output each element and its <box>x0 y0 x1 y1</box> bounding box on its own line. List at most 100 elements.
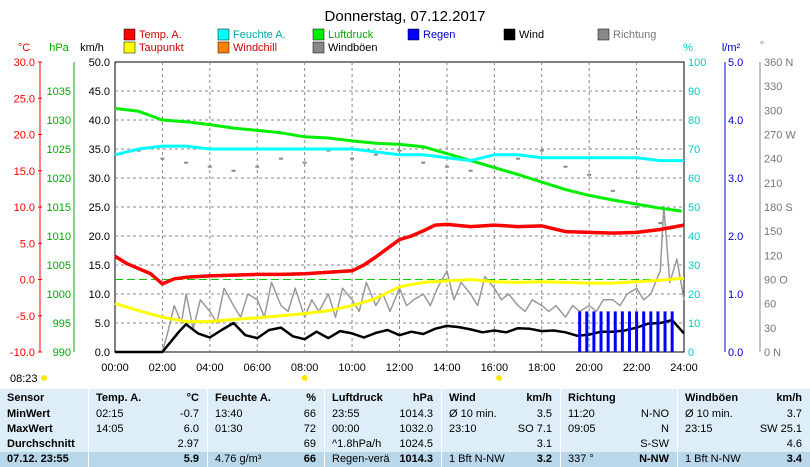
stats-cell-value: 1014.3 <box>399 408 433 420</box>
tick-dir-1: 330 <box>764 81 782 93</box>
stats-cell-sub: Regen-verä <box>332 453 390 465</box>
tick-temp-0: 30.0 <box>14 57 35 69</box>
axis-unit-dir: ° <box>760 40 764 52</box>
sunset-marker <box>496 375 503 381</box>
dir-point-20 <box>610 189 615 192</box>
tick-x-0: 00:00 <box>101 362 129 374</box>
tick-hpa-4: 1015 <box>47 202 71 214</box>
tick-dir-0: 360 N <box>764 57 793 69</box>
tick-dir-10: 60 <box>764 299 776 311</box>
tick-rain-1: 4.0 <box>728 115 743 127</box>
tick-dir-2: 300 <box>764 105 782 117</box>
axis-unit-hpa: hPa <box>49 42 69 54</box>
stats-sensor-label: MaxWert <box>7 423 53 435</box>
tick-hpa-5: 1010 <box>47 231 71 243</box>
legend-swatch-2 <box>312 28 325 41</box>
tick-hpa-3: 1020 <box>47 173 71 185</box>
tick-kmh-8: 10.0 <box>89 289 110 301</box>
stats-row-windboeen-3: 1 Bft N-NW 3.4 <box>678 452 810 467</box>
stats-cell-value: 1032.0 <box>399 423 433 435</box>
time-left-label: 08:23 <box>10 373 38 385</box>
legend-label-1: Feuchte A. <box>233 29 286 41</box>
tick-dir-5: 210 <box>764 178 782 190</box>
dir-point-18 <box>563 165 568 168</box>
dir-point-21 <box>634 206 639 208</box>
stats-cell-sub: 02:15 <box>96 408 124 420</box>
rain-bar-5 <box>613 311 617 352</box>
stats-cell-value: 3.5 <box>536 408 552 420</box>
tick-kmh-4: 30.0 <box>89 173 110 185</box>
tick-hpa-1: 1030 <box>47 115 71 127</box>
stats-row-feuchte-0: 13:40 66 <box>208 407 324 422</box>
tick-pct-2: 80 <box>688 115 700 127</box>
stats-header-label: Sensor <box>7 392 45 404</box>
stats-cell-sub: 23:10 <box>449 423 477 435</box>
stats-cell-sub: Ø 10 min. <box>449 408 497 420</box>
legend-label-4: Wind <box>519 29 544 41</box>
stats-row-temp-1: 14:05 6.0 <box>89 422 207 437</box>
stats-cell-value: 3.7 <box>786 408 802 420</box>
rain-bar-3 <box>599 311 603 352</box>
dir-point-14 <box>468 169 473 172</box>
tick-rain-4: 1.0 <box>728 289 743 301</box>
stats-panel: Sensor MinWert MaxWert Durchschnitt 07.12. 2… <box>0 389 810 467</box>
tick-pct-3: 70 <box>688 144 700 156</box>
stats-cell-value: SW 25.1 <box>759 423 802 435</box>
stats-col-richtung: Richtung 11:20 N-NO 09:05 N S-SW 337 ° N-NW <box>561 389 677 467</box>
dir-point-7 <box>302 161 307 164</box>
legend-swatch-1 <box>217 28 230 41</box>
axis-unit-pct: % <box>683 42 693 54</box>
tick-hpa-6: 1005 <box>47 260 71 272</box>
tick-temp-5: 5.0 <box>20 238 35 250</box>
rain-bar-9 <box>642 311 646 352</box>
stats-cell-sub: Ø 10 min. <box>685 408 733 420</box>
stats-row-richtung-3: 337 ° N-NW <box>561 452 677 467</box>
tick-kmh-2: 40.0 <box>89 115 110 127</box>
tick-kmh-0: 50.0 <box>89 57 110 69</box>
stats-header-unit: % <box>306 392 316 404</box>
stats-header-temp: Temp. A. °C <box>89 391 207 406</box>
dir-point-5 <box>255 165 260 168</box>
stats-header-label: Windböen <box>685 392 739 404</box>
legend-label-6: Taupunkt <box>139 42 184 54</box>
stats-header-wind: Wind km/h <box>442 391 560 406</box>
legend-label-7: Windchill <box>233 42 277 54</box>
stats-cell-value: 3.1 <box>536 438 552 450</box>
stats-header-unit: km/h <box>776 392 802 404</box>
stats-cell-value: N-NW <box>639 453 669 465</box>
tick-x-7: 14:00 <box>433 362 461 374</box>
rain-bar-8 <box>635 311 639 352</box>
tick-x-1: 02:00 <box>149 362 177 374</box>
axis-unit-kmh: km/h <box>80 42 104 54</box>
stats-row-feuchte-3: 4.76 g/m³ 66 <box>208 452 324 467</box>
rain-bar-13 <box>670 311 674 352</box>
tick-temp-4: 10.0 <box>14 202 35 214</box>
stats-cell-value: 4.6 <box>786 438 802 450</box>
rain-bar-7 <box>627 311 631 352</box>
stats-col-luftdruck: Luftdruck hPa 23:55 1014.3 00:00 1032.0 ^1.8hP… <box>325 389 441 467</box>
stats-cell-sub: 09:05 <box>568 423 596 435</box>
stats-header-label: Luftdruck <box>332 392 383 404</box>
tick-x-2: 04:00 <box>196 362 224 374</box>
tick-temp-1: 25.0 <box>14 93 35 105</box>
stats-cell-value: 3.4 <box>786 453 802 465</box>
stats-row-temp-0: 02:15 -0.7 <box>89 407 207 422</box>
stats-sensor-label: 07.12. 23:55 <box>7 453 69 465</box>
stats-row-wind-0: Ø 10 min. 3.5 <box>442 407 560 422</box>
tick-pct-6: 40 <box>688 231 700 243</box>
tick-x-11: 22:00 <box>623 362 651 374</box>
series-feuchte <box>114 144 684 163</box>
tick-dir-4: 240 <box>764 154 782 166</box>
stats-row-wind-1: 23:10 SO 7.1 <box>442 422 560 437</box>
series-taupunkt <box>114 276 685 324</box>
tick-kmh-7: 15.0 <box>89 260 110 272</box>
tick-rain-3: 2.0 <box>728 231 743 243</box>
series-windboeen <box>115 205 685 353</box>
stats-header-unit: km/h <box>526 392 552 404</box>
chart-title: Donnerstag, 07.12.2017 <box>325 8 486 25</box>
stats-row-sensor-3: 07.12. 23:55 <box>0 452 88 467</box>
stats-cell-sub: 23:55 <box>332 408 360 420</box>
legend-swatch-3 <box>407 28 420 41</box>
dir-point-1 <box>160 157 165 160</box>
stats-row-luftdruck-1: 00:00 1032.0 <box>325 422 441 437</box>
